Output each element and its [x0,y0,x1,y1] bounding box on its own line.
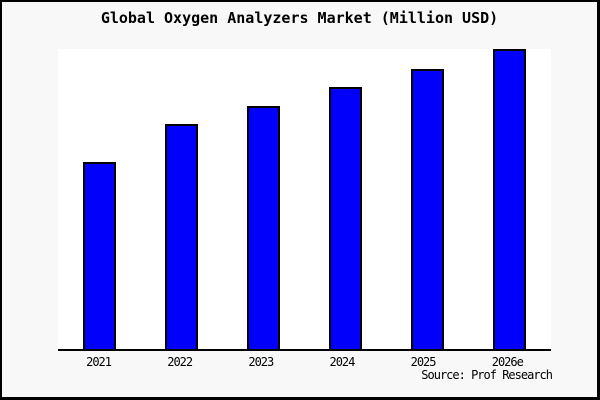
source-credit: Source: Prof Research [421,368,553,382]
x-tick-label-2023: 2023 [248,355,274,369]
x-tick-label-2021: 2021 [86,355,112,369]
x-axis-labels: 2021 2022 2023 2024 2025 2026e [58,355,551,369]
x-tick-label-2026e: 2026e [491,355,524,369]
bar-2025 [411,68,445,349]
bar-2023 [246,106,280,349]
bar-2022 [164,124,198,349]
x-tick-label-2022: 2022 [167,355,193,369]
x-tick-label-2025: 2025 [410,355,437,369]
bar-2021 [82,161,116,349]
bar-2026e [493,49,527,349]
plot-area [58,49,551,351]
x-tick-label-2024: 2024 [329,355,355,369]
bar-2024 [329,86,363,349]
chart-title: Global Oxygen Analyzers Market (Million … [100,9,499,27]
bars-container [58,49,551,349]
